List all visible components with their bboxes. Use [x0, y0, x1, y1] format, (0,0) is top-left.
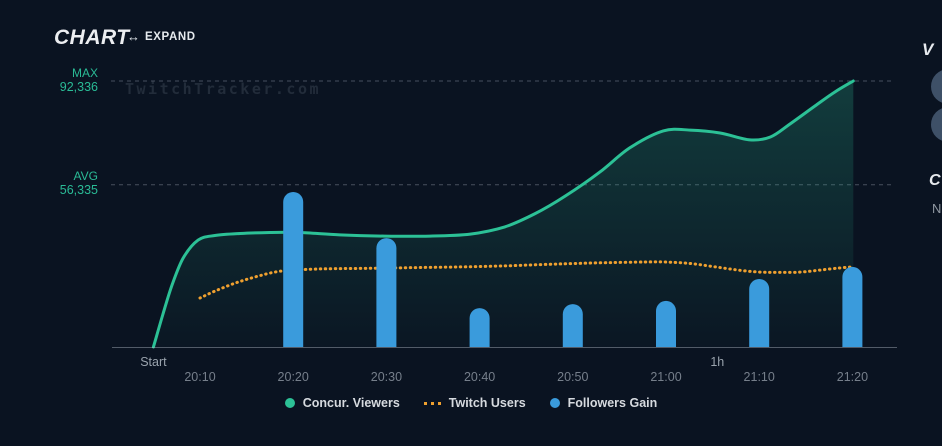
page-title: CHART [54, 26, 130, 49]
x-tick-label: Start [140, 355, 167, 369]
twitch-users-line[interactable] [198, 260, 855, 300]
followers-dot-icon [549, 398, 560, 408]
followers-gain-bar[interactable] [469, 308, 490, 347]
max-label: MAX [71, 66, 98, 80]
followers-gain-bar[interactable] [562, 304, 583, 347]
followers-gain-bar[interactable] [842, 266, 863, 347]
legend-label: Followers Gain [567, 396, 658, 410]
dotted-line-icon [423, 401, 441, 405]
legend-item-concurrent-viewers[interactable]: Concur. Viewers [284, 396, 400, 410]
legend-item-followers-gain[interactable]: Followers Gain [549, 396, 658, 410]
avg-value: 56,335 [59, 183, 98, 197]
x-tick-label: 21:10 [744, 370, 775, 384]
x-tick-label: 20:40 [464, 370, 495, 384]
watermark: TwitchTracker.com [125, 80, 322, 98]
followers-gain-bar[interactable] [283, 192, 304, 347]
expand-arrows-icon: ↔ [127, 29, 140, 44]
x-tick-label: 20:20 [278, 370, 309, 384]
y-axis-max-label: MAX 92,336 [60, 66, 98, 94]
followers-gain-bar[interactable] [376, 238, 397, 347]
legend-item-twitch-users[interactable]: Twitch Users [423, 396, 526, 410]
x-tick-label: 21:20 [837, 370, 868, 384]
x-tick-label: 20:50 [557, 370, 588, 384]
expand-button[interactable]: ↔ EXPAND [127, 29, 196, 44]
chart-canvas[interactable]: Start 20:10 20:20 20:30 20:40 20:50 21:00 1h 21:… [110, 60, 900, 390]
chart-legend: Concur. Viewers Twitch Users Followers G… [0, 396, 942, 410]
avatar[interactable] [931, 107, 942, 142]
x-tick-label: 20:10 [184, 370, 215, 384]
legend-label: Concur. Viewers [302, 396, 400, 410]
y-axis-avg-label: AVG 56,335 [60, 169, 98, 197]
right-panel-bottom-heading: C [929, 172, 941, 189]
right-panel-top-heading: V [922, 40, 934, 59]
x-tick-label: 21:00 [650, 370, 681, 384]
avatar[interactable] [931, 69, 942, 104]
followers-gain-bar[interactable] [656, 300, 676, 347]
right-panel-text-fragment: N [932, 201, 942, 216]
max-value: 92,336 [59, 80, 98, 94]
viewers-area-fill [153, 81, 854, 347]
expand-button-label: EXPAND [145, 31, 196, 43]
followers-gain-bar[interactable] [749, 279, 770, 347]
x-tick-label: 20:30 [371, 370, 402, 384]
x-tick-label: 1h [710, 355, 724, 369]
legend-label: Twitch Users [448, 396, 526, 410]
chart-plot-area[interactable]: Start 20:10 20:20 20:30 20:40 20:50 21:00 1h 21:… [110, 60, 900, 390]
concurrent-viewers-line[interactable] [151, 79, 855, 349]
avg-label: AVG [73, 169, 98, 183]
viewers-dot-icon [284, 398, 295, 408]
